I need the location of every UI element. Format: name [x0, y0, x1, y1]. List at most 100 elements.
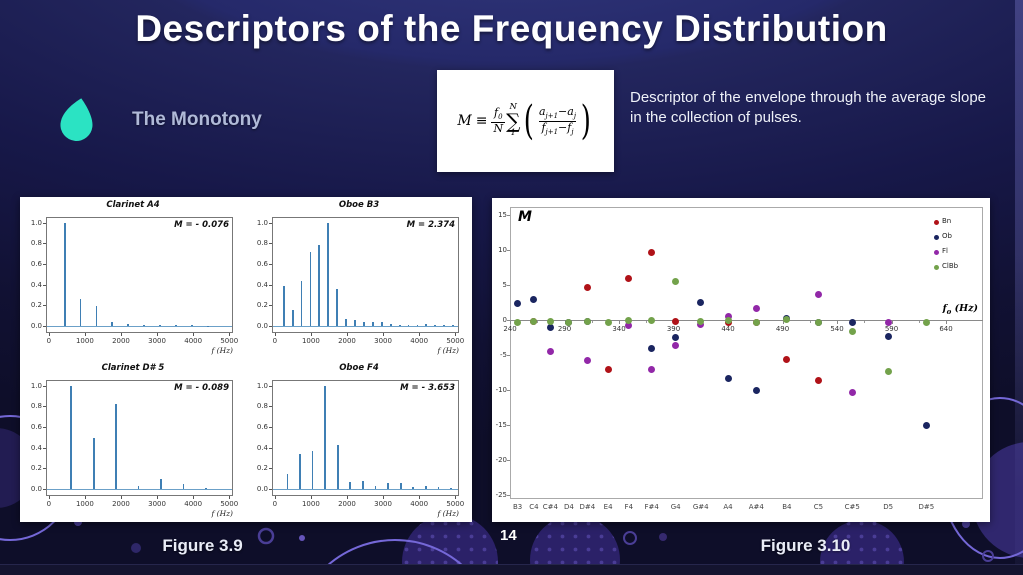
legend-label: Ob	[942, 232, 952, 240]
scatter-point	[672, 278, 680, 285]
y-tick-label: 0.8	[256, 239, 268, 248]
y-tick	[507, 355, 510, 356]
y-tick	[269, 284, 272, 286]
spectrum-bar	[407, 324, 410, 327]
x-tick	[84, 333, 86, 336]
y-tick	[269, 427, 272, 429]
x-tick-label: 240	[503, 325, 517, 333]
y-tick	[269, 468, 272, 470]
scatter-point	[884, 367, 892, 375]
formula-box: M ≡ f0 N N ∑ 1 ( aj+1−aj fj+1−fj )	[437, 70, 614, 172]
spectrum-bar	[327, 222, 330, 327]
summation-symbol: N ∑ 1	[506, 102, 521, 138]
x-tick	[946, 321, 947, 324]
note-label: A#4	[748, 503, 764, 511]
spectrum-bar	[374, 486, 377, 490]
x-tick-label: 1000	[301, 500, 320, 508]
y-tick	[43, 264, 46, 266]
spectrum-bar	[95, 306, 98, 327]
y-tick	[43, 489, 46, 491]
note-label: B3	[512, 503, 523, 511]
y-tick	[43, 222, 46, 224]
legend-marker	[934, 265, 939, 270]
x-axis-label: f (Hz)	[437, 509, 459, 518]
droplet-icon	[60, 98, 93, 141]
spectrum-bar	[159, 325, 161, 327]
spectrum-bar	[286, 473, 289, 490]
y-tick-label: -5	[500, 351, 507, 359]
spectrum-bar	[336, 288, 339, 327]
spectrum-bar	[452, 325, 454, 327]
note-label: A4	[723, 503, 733, 511]
scatter-point	[922, 318, 930, 326]
x-tick-label: 490	[775, 325, 790, 333]
y-tick-label: 0.8	[30, 402, 42, 411]
y-tick	[269, 305, 272, 307]
note-label: C5	[813, 503, 824, 511]
spectrum-bar	[127, 324, 130, 327]
y-tick-label: 0.6	[256, 260, 268, 269]
scatter-point	[565, 318, 573, 326]
y-tick-label: 0.2	[256, 301, 268, 310]
scatter-point	[848, 327, 856, 335]
y-tick-label: 0.6	[256, 423, 268, 432]
x-tick-label: 4000	[410, 500, 429, 508]
scatter-point	[814, 376, 822, 384]
x-tick	[48, 333, 50, 336]
y-tick-label: 0.2	[256, 464, 268, 473]
spectrum-bar	[291, 310, 294, 327]
spectrum-bar	[412, 486, 415, 490]
y-tick	[43, 326, 46, 328]
note-label: D#4	[579, 503, 596, 511]
x-tick	[157, 496, 159, 499]
note-label: B4	[782, 503, 792, 511]
scatter-point	[604, 365, 612, 373]
x-tick-label: 4000	[184, 337, 203, 345]
x-tick	[782, 321, 784, 324]
scatter-point	[848, 318, 856, 326]
x-tick-label: 5000	[446, 337, 465, 345]
x-tick	[193, 333, 195, 336]
y-tick-label: 0.0	[30, 485, 42, 494]
m-annotation: M = - 3.653	[400, 383, 455, 393]
x-tick-label: 540	[830, 325, 844, 333]
x-tick-label: 590	[884, 325, 899, 333]
y-tick	[43, 243, 46, 245]
x-tick-label: 290	[557, 325, 572, 333]
y-tick-label: -15	[495, 421, 507, 429]
y-tick-label: 0.8	[256, 402, 268, 411]
y-axis-label: M	[518, 209, 532, 225]
scatter-point	[648, 344, 656, 352]
y-tick	[269, 385, 272, 387]
spectrum-bar	[345, 318, 348, 327]
x-tick	[120, 333, 122, 336]
x-minor-tick	[591, 321, 593, 323]
y-tick-label: 1.0	[256, 381, 268, 390]
plot-area	[510, 207, 983, 499]
x-tick-label: 340	[612, 325, 626, 333]
y-tick	[507, 215, 510, 216]
legend-marker	[934, 235, 939, 240]
y-tick-label: 1.0	[30, 381, 42, 390]
zero-line	[510, 320, 983, 321]
scatter-point	[922, 421, 930, 429]
spectrum-bar	[362, 480, 364, 490]
scatter-point	[583, 284, 591, 292]
spectrum-bar	[399, 482, 402, 490]
plot-area	[272, 217, 459, 333]
note-label: D#5	[918, 503, 935, 511]
spectrum-bar	[387, 482, 390, 490]
spectrum-bar	[318, 244, 321, 327]
spectrum-bar	[137, 486, 140, 490]
y-tick	[43, 468, 46, 470]
spectrum-bar	[336, 444, 339, 490]
spectrum-bar	[300, 280, 303, 327]
x-tick-label: 4000	[410, 337, 429, 345]
spectrum-bar	[282, 285, 285, 327]
figure-3-10-caption: Figure 3.10	[760, 536, 851, 555]
x-tick-label: 4000	[184, 500, 203, 508]
x-tick	[274, 333, 276, 336]
scatter-point	[884, 318, 892, 326]
note-label: F#4	[644, 503, 659, 511]
x-tick	[455, 333, 457, 336]
